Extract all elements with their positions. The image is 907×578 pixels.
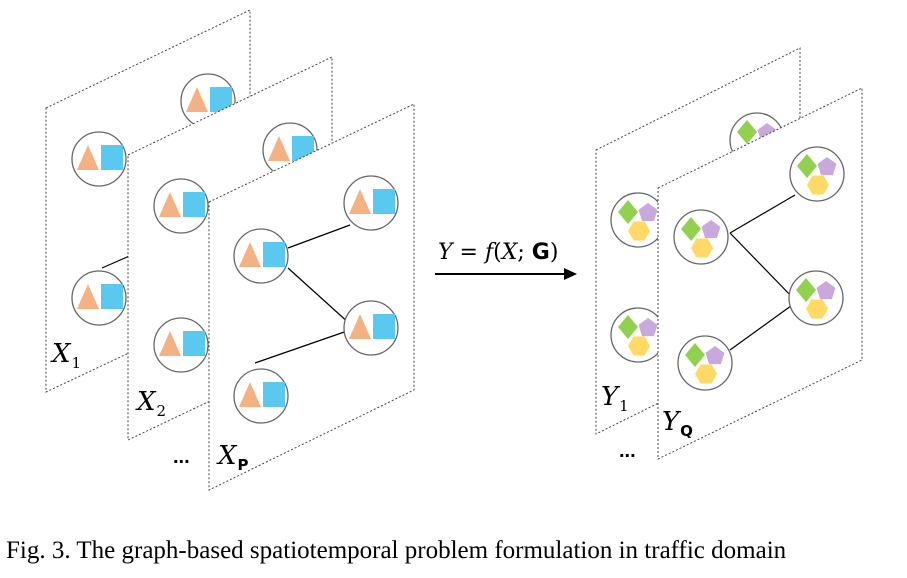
input-ellipsis: ... xyxy=(173,446,190,468)
square-icon xyxy=(373,189,395,214)
pentagon-icon xyxy=(701,220,721,239)
square-icon xyxy=(183,192,205,217)
diamond-icon xyxy=(681,217,701,241)
mapping-formula: Y = f(X; G) xyxy=(435,240,577,280)
hexagon-icon xyxy=(628,336,650,356)
frame-label-subscript: Q xyxy=(680,422,693,440)
formula-close: ) xyxy=(550,240,559,265)
node-a xyxy=(789,146,845,202)
square-icon xyxy=(263,242,285,267)
figure-caption: Fig. 3. The graph-based spatiotemporal p… xyxy=(6,537,787,564)
node-d xyxy=(677,335,733,391)
diamond-icon xyxy=(797,154,817,178)
triangle-icon xyxy=(77,145,99,170)
hexagon-icon xyxy=(628,221,650,241)
formula-lhs: Y xyxy=(438,240,455,265)
square-icon xyxy=(101,145,123,170)
arrow-head-icon xyxy=(564,268,577,280)
triangle-icon xyxy=(349,314,371,339)
formula-eq: = xyxy=(453,240,485,265)
formula-sep: ; xyxy=(517,240,531,265)
node-a xyxy=(343,175,399,231)
output-frame-q: YQ xyxy=(657,87,863,460)
node-c xyxy=(610,307,666,363)
triangle-icon xyxy=(349,189,371,214)
frame-label-subscript: 1 xyxy=(72,354,82,372)
triangle-icon xyxy=(159,331,181,356)
square-icon xyxy=(210,87,232,112)
node-b xyxy=(673,209,729,265)
square-icon xyxy=(373,314,395,339)
svg-text:YQ: YQ xyxy=(662,407,693,440)
svg-text:X1: X1 xyxy=(50,339,81,372)
node-c xyxy=(153,317,209,373)
frame-label-subscript: P xyxy=(238,456,249,474)
frame-label-letter: Y xyxy=(662,407,682,437)
node-b xyxy=(153,178,209,234)
triangle-icon xyxy=(159,192,181,217)
triangle-icon xyxy=(77,284,99,309)
input-frame-p: XP xyxy=(208,103,415,491)
node-c xyxy=(71,270,127,326)
hexagon-icon xyxy=(691,238,713,258)
svg-text:Y1: Y1 xyxy=(601,382,629,415)
hexagon-icon xyxy=(695,364,717,384)
hexagon-icon xyxy=(806,299,828,319)
pentagon-icon xyxy=(816,281,836,300)
diamond-icon xyxy=(737,120,757,144)
output-ellipsis: ... xyxy=(619,440,636,462)
frame-label-letter: Y xyxy=(601,382,621,412)
square-icon xyxy=(183,331,205,356)
frame-label-subscript: 2 xyxy=(157,402,167,420)
frame-label-subscript: 1 xyxy=(619,397,629,415)
node-c xyxy=(788,270,844,326)
square-icon xyxy=(263,382,285,407)
svg-text:Y = f(X; G): Y = f(X; G) xyxy=(438,240,558,265)
node-c xyxy=(343,300,399,356)
diamond-icon xyxy=(685,343,705,367)
square-icon xyxy=(101,284,123,309)
node-b xyxy=(71,131,127,187)
hexagon-icon xyxy=(807,175,829,195)
triangle-icon xyxy=(268,136,290,161)
pentagon-icon xyxy=(705,346,725,365)
pentagon-icon xyxy=(817,157,837,176)
formula-graph: G xyxy=(532,240,550,265)
frame-label-letter: X xyxy=(50,339,72,369)
diamond-icon xyxy=(618,200,638,224)
diamond-icon xyxy=(796,278,816,302)
node-b xyxy=(233,228,289,284)
node-d xyxy=(233,368,289,424)
triangle-icon xyxy=(239,382,261,407)
pentagon-icon xyxy=(638,318,658,337)
node-b xyxy=(610,192,666,248)
diamond-icon xyxy=(618,315,638,339)
formula-open: ( xyxy=(493,240,502,265)
svg-text:XP: XP xyxy=(216,441,249,474)
frame-label-letter: X xyxy=(135,387,157,417)
triangle-icon xyxy=(186,87,208,112)
svg-text:X2: X2 xyxy=(135,387,166,420)
formula-arg: X xyxy=(500,240,519,265)
pentagon-icon xyxy=(638,203,658,222)
triangle-icon xyxy=(239,242,261,267)
frame-label-letter: X xyxy=(216,441,238,471)
